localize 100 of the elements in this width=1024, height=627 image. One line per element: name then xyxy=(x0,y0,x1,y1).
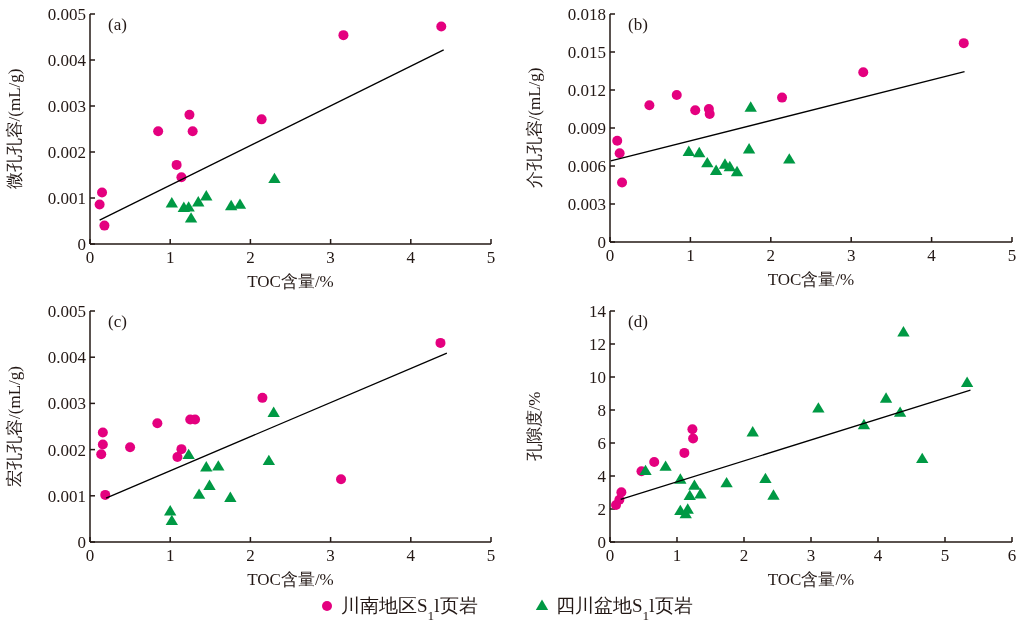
point xyxy=(97,187,108,198)
point xyxy=(720,476,733,488)
annotation: (a) xyxy=(108,15,127,34)
point xyxy=(694,487,707,499)
x-axis-title: TOC含量/% xyxy=(767,270,855,289)
point xyxy=(958,38,969,49)
point xyxy=(267,406,280,417)
x-tick-label: 5 xyxy=(940,546,950,565)
point xyxy=(268,172,281,184)
x-tick-label: 1 xyxy=(165,248,175,267)
point xyxy=(224,199,238,211)
point xyxy=(171,159,182,170)
point xyxy=(165,514,178,526)
point xyxy=(687,424,698,435)
point xyxy=(812,402,825,413)
y-tick-label: 0.005 xyxy=(47,302,86,321)
point xyxy=(435,337,446,348)
point xyxy=(97,439,108,450)
x-tick-label: 2 xyxy=(246,546,255,565)
y-tick-label: 2 xyxy=(597,500,606,519)
point xyxy=(693,146,706,158)
x-tick-label: 1 xyxy=(686,246,695,265)
x-axis-title: TOC含量/% xyxy=(247,272,334,291)
point xyxy=(233,198,247,209)
point xyxy=(338,30,349,41)
point xyxy=(617,177,628,188)
point xyxy=(153,126,164,137)
point xyxy=(777,92,788,103)
point xyxy=(100,489,111,500)
point xyxy=(690,105,701,116)
point xyxy=(616,487,627,498)
x-tick-label: 4 xyxy=(927,246,937,265)
point xyxy=(612,135,623,146)
legend-label: 四川盆地S$_{1}$l页岩 xyxy=(556,595,693,623)
point xyxy=(164,505,177,516)
y-tick-label: 14 xyxy=(589,302,607,321)
point xyxy=(165,197,178,208)
point xyxy=(639,464,652,476)
point xyxy=(723,160,736,172)
y-tick-label: 0.018 xyxy=(567,5,606,24)
point xyxy=(187,126,198,137)
y-axis-title: 微孔孔容/(mL/g) xyxy=(5,68,24,190)
y-tick-label: 0.012 xyxy=(567,81,606,100)
point xyxy=(783,153,796,164)
x-tick-label: 5 xyxy=(486,248,496,267)
point xyxy=(682,145,695,156)
x-tick-label: 2 xyxy=(739,546,749,565)
point xyxy=(97,427,108,438)
y-tick-label: 0 xyxy=(597,533,606,552)
x-tick-label: 4 xyxy=(406,248,416,267)
point xyxy=(879,392,893,403)
x-tick-label: 1 xyxy=(672,546,682,565)
y-tick-label: 0.004 xyxy=(47,348,87,368)
point xyxy=(99,220,110,231)
y-tick-label: 0 xyxy=(597,233,606,252)
y-tick-label: 0.009 xyxy=(567,119,606,138)
point xyxy=(436,21,447,32)
y-axis-title: 介孔孔容/(mL/g) xyxy=(525,67,544,189)
y-tick-label: 4 xyxy=(597,467,607,486)
point xyxy=(688,479,701,490)
point xyxy=(730,165,744,177)
x-tick-label: 3 xyxy=(846,246,856,265)
point xyxy=(858,67,869,78)
y-axis-title: 宏孔孔容/(mL/g) xyxy=(5,366,24,487)
point xyxy=(644,100,655,111)
point xyxy=(744,101,757,112)
point xyxy=(649,456,660,467)
y-tick-label: 0.002 xyxy=(47,440,86,460)
point xyxy=(767,489,780,500)
point xyxy=(200,461,213,472)
point xyxy=(916,452,929,464)
y-tick-label: 0.015 xyxy=(567,43,606,62)
point xyxy=(701,156,714,168)
y-axis-title: 孔隙度/% xyxy=(525,391,544,462)
x-tick-label: 6 xyxy=(1007,546,1017,565)
point xyxy=(184,109,195,120)
annotation: (b) xyxy=(628,15,648,34)
point xyxy=(659,460,672,471)
point xyxy=(759,472,772,484)
point xyxy=(742,143,756,154)
point xyxy=(203,479,216,490)
y-tick-label: 0.002 xyxy=(47,143,86,162)
point xyxy=(897,326,910,337)
x-tick-label: 3 xyxy=(326,546,335,565)
point xyxy=(671,90,682,101)
x-axis-title: TOC含量/% xyxy=(247,570,334,589)
x-tick-label: 1 xyxy=(165,546,175,565)
x-axis-title: TOC含量/% xyxy=(767,570,855,589)
point xyxy=(182,448,195,460)
point xyxy=(184,212,198,223)
point xyxy=(257,392,268,403)
annotation: (d) xyxy=(628,312,648,331)
y-tick-label: 0.003 xyxy=(567,195,606,214)
point xyxy=(704,109,715,120)
point xyxy=(192,196,205,207)
point xyxy=(172,451,183,462)
point xyxy=(94,199,105,210)
point xyxy=(256,114,267,125)
point xyxy=(683,489,696,501)
legend-label: 川南地区S$_{1}$l页岩 xyxy=(341,595,478,623)
